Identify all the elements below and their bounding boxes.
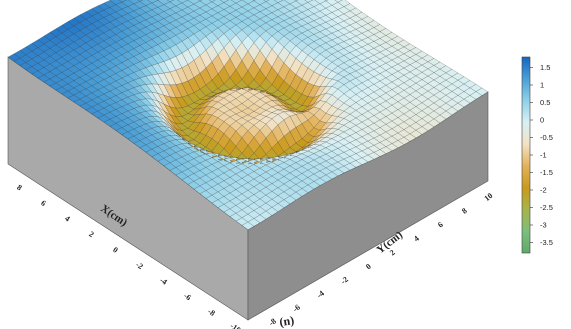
x-tick-label: 4 xyxy=(63,214,71,224)
y-tick-label: -6 xyxy=(291,303,302,314)
panel-label: (n) xyxy=(278,313,294,329)
y-tick-label: 2 xyxy=(388,248,397,258)
y-tick-label: -2 xyxy=(339,275,350,286)
surface-cell xyxy=(263,0,270,2)
x-tick-label: 0 xyxy=(111,245,119,255)
colorbar-tick-label: -1 xyxy=(540,151,547,160)
x-tick-label: -6 xyxy=(182,291,193,302)
y-tick-label: -4 xyxy=(315,289,326,300)
colorbar-tick-label: -1.5 xyxy=(540,168,553,177)
colorbar-tick-label: -2.5 xyxy=(540,203,553,212)
surface-cell xyxy=(273,0,284,3)
colorbar-tick-label: 1.5 xyxy=(540,63,550,72)
surface-cell xyxy=(118,0,128,3)
colorbar-tick-label: -2 xyxy=(540,186,547,195)
surface-cell xyxy=(304,0,314,3)
x-tick-label: 10 xyxy=(0,166,1,178)
surface-cell xyxy=(167,0,175,2)
surface-cell xyxy=(475,87,489,96)
surface-cell xyxy=(137,0,144,2)
surface-cell xyxy=(324,0,329,2)
y-tick-label: 4 xyxy=(412,234,421,244)
y-tick-label: 8 xyxy=(460,206,469,216)
colorbar-tick-label: -3.5 xyxy=(540,238,553,247)
x-tick-label: -10 xyxy=(228,321,242,329)
x-axis-ticks: 10 8 6 4 2 0 -2 -4 -6 -8 -10 xyxy=(0,166,242,329)
colorbar-tick-label: 0.5 xyxy=(540,98,550,107)
x-tick-label: -8 xyxy=(206,307,217,318)
surface-cell xyxy=(294,0,299,2)
y-tick-label: 10 xyxy=(483,191,495,203)
surface-cell xyxy=(198,0,203,2)
x-tick-label: -4 xyxy=(158,276,169,287)
surface-cell xyxy=(219,0,229,3)
colorbar-tick-label: 1 xyxy=(540,81,544,90)
surface-mesh xyxy=(7,0,489,230)
surface-cell xyxy=(334,0,343,3)
x-tick-label: 6 xyxy=(39,198,47,208)
x-tick-label: 2 xyxy=(87,229,95,239)
x-tick-label: -2 xyxy=(134,260,145,271)
surface-cell xyxy=(230,0,243,4)
y-tick-label: -8 xyxy=(267,317,278,328)
x-tick-label: 8 xyxy=(15,183,23,193)
colorbar-scale xyxy=(521,56,531,254)
y-tick-label: 6 xyxy=(436,220,445,230)
colorbar-tick-label: 0 xyxy=(540,116,544,125)
colorbar: 1.5 1 0.5 0 -0.5 -1 -1.5 -2 -2.5 -3 -3.5 xyxy=(521,56,553,254)
surface-cell xyxy=(209,0,216,2)
colorbar-tick-label: -0.5 xyxy=(540,133,553,142)
colorbar-tick-label: -3 xyxy=(540,221,547,230)
y-tick-label: 0 xyxy=(364,262,373,272)
